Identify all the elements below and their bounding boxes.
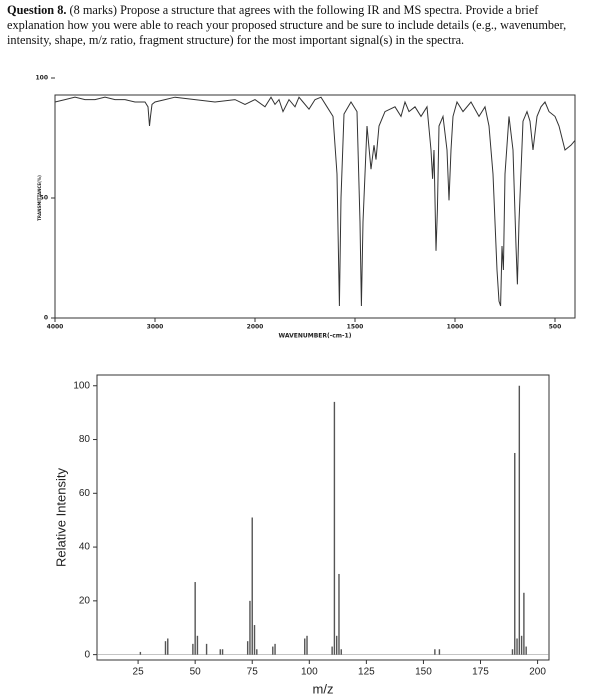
- question-label: Question 8.: [7, 3, 67, 17]
- y-tick-label: 0: [44, 315, 48, 322]
- x-tick-label: 150: [415, 667, 432, 678]
- x-tick-label: 1000: [447, 324, 464, 331]
- x-tick-label: 75: [247, 667, 259, 678]
- peak: [139, 651, 142, 655]
- peak: [194, 582, 196, 655]
- peak: [219, 649, 221, 655]
- peak: [338, 573, 340, 655]
- peak: [511, 649, 514, 655]
- x-tick-label: 100: [301, 667, 318, 678]
- peak: [333, 401, 336, 655]
- x-tick-label: 4000: [47, 324, 64, 331]
- question: Question 8. (8 marks) Propose a structur…: [7, 3, 585, 48]
- peak: [205, 643, 208, 655]
- x-tick-label: 500: [549, 324, 562, 331]
- y-tick-label: 40: [79, 542, 91, 553]
- peak: [520, 635, 523, 655]
- peak: [251, 517, 253, 655]
- peak: [518, 385, 521, 655]
- peak: [249, 600, 251, 655]
- y-tick-label: 60: [79, 488, 91, 499]
- x-tick-label: 1500: [347, 324, 364, 331]
- x-tick-label: 125: [358, 667, 375, 678]
- peak: [523, 592, 525, 655]
- y-tick-label: 80: [79, 434, 91, 445]
- x-tick-label: 25: [133, 667, 145, 678]
- peak: [516, 638, 518, 655]
- peak: [246, 641, 249, 655]
- peak: [306, 635, 308, 655]
- y-tick-label: 100: [35, 75, 48, 82]
- question-text: (8 marks) Propose a structure that agree…: [7, 3, 567, 47]
- y-axis-label: TRANSMITTANCE(%): [37, 175, 42, 221]
- peak: [340, 649, 342, 655]
- x-tick-label: 200: [529, 667, 546, 678]
- y-tick-label: 20: [79, 595, 91, 606]
- y-tick-label: 100: [73, 380, 90, 391]
- y-tick-label: 0: [84, 649, 90, 660]
- spectrum-line: [54, 96, 576, 307]
- peak: [256, 649, 258, 655]
- x-axis-label: m/z: [313, 681, 334, 696]
- x-tick-label: 3000: [147, 324, 164, 331]
- peak: [331, 646, 333, 655]
- peak: [525, 646, 527, 655]
- peak: [221, 649, 224, 655]
- peak: [514, 452, 516, 655]
- peak: [192, 643, 194, 655]
- y-tick-label: 50: [40, 195, 48, 202]
- x-tick-label: 50: [190, 667, 202, 678]
- plot-frame: [96, 374, 550, 661]
- peak: [164, 641, 167, 655]
- peak: [272, 646, 274, 655]
- peak: [304, 638, 306, 655]
- x-tick-label: 175: [472, 667, 489, 678]
- peak: [434, 649, 436, 655]
- peak: [438, 649, 441, 655]
- peak: [167, 638, 169, 655]
- x-tick-label: 2000: [247, 324, 264, 331]
- peak: [196, 635, 199, 655]
- peak: [335, 635, 338, 655]
- peak: [274, 643, 276, 655]
- y-axis-label: Relative Intensity: [53, 468, 68, 567]
- plot-frame: [54, 94, 576, 319]
- peak: [253, 625, 256, 655]
- x-axis-label: WAVENUMBER(-cm-1): [279, 333, 352, 340]
